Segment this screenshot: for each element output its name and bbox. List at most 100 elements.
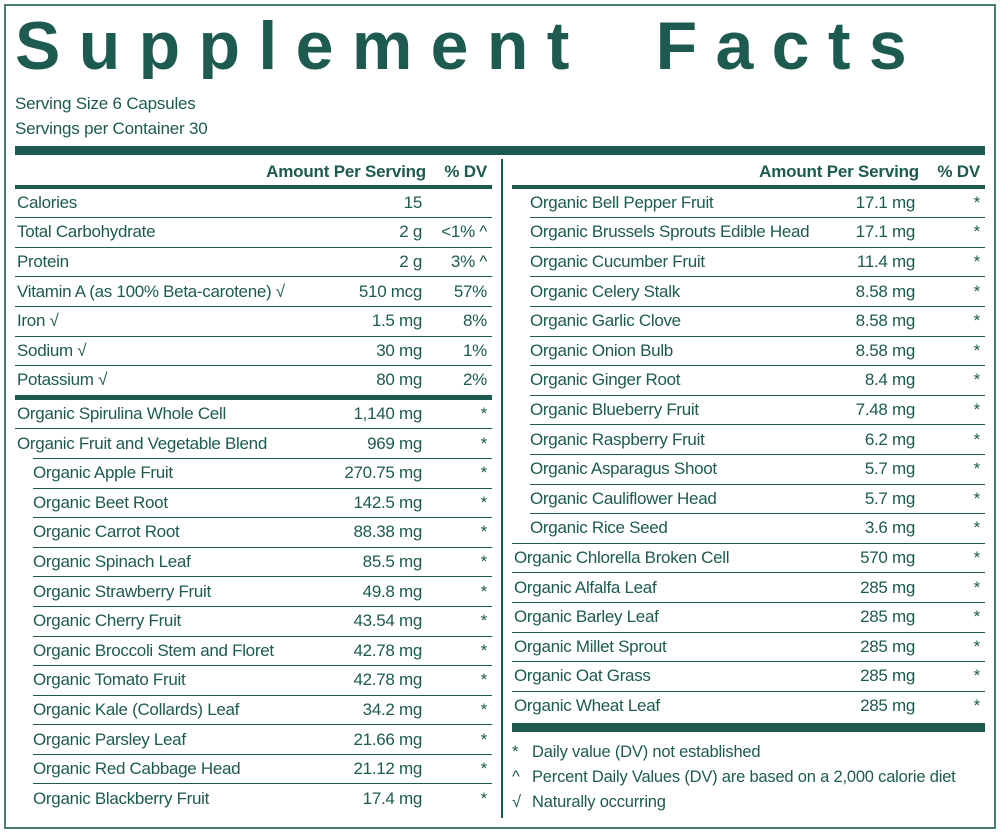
table-row: Organic Cucumber Fruit 11.4 mg *: [512, 248, 985, 277]
amount-value: 15: [403, 192, 423, 212]
separator: [512, 661, 985, 663]
separator: [33, 635, 492, 637]
amount-per-serving-header: Amount Per Serving: [266, 161, 426, 181]
amount-value: 34.2 mg: [362, 699, 423, 719]
table-row: Organic Carrot Root 88.38 mg *: [15, 518, 492, 547]
ingredient-name: Organic Alfalfa Leaf: [514, 577, 657, 597]
bottom-divider-bar: [512, 723, 985, 733]
table-row: Organic Rice Seed 3.6 mg *: [512, 514, 985, 543]
table-row: Organic Barley Leaf 285 mg *: [512, 603, 985, 632]
ingredient-name: Organic Oat Grass: [514, 666, 651, 686]
ingredient-name: Organic Broccoli Stem and Floret: [33, 640, 274, 660]
ingredient-name: Organic Celery Stalk: [530, 281, 680, 301]
amount-value: 6.2 mg: [864, 429, 915, 449]
page-title: Supplement Facts: [15, 14, 926, 79]
amount-per-serving-header: Amount Per Serving: [759, 161, 919, 181]
table-row: Organic Tomato Fruit 42.78 mg *: [15, 666, 492, 695]
dv-value: *: [973, 192, 981, 212]
table-row: Organic Onion Bulb 8.58 mg *: [512, 337, 985, 366]
amount-value: 8.58 mg: [855, 311, 916, 331]
amount-value: 5.7 mg: [864, 459, 915, 479]
separator: [530, 305, 985, 307]
footnote: √ Naturally occurring: [512, 790, 985, 815]
top-divider-bar: [15, 145, 985, 155]
separator: [530, 335, 985, 337]
separator: [530, 394, 985, 396]
ingredient-name: Organic Brussels Sprouts Edible Head: [530, 222, 810, 242]
amount-value: 88.38 mg: [353, 522, 423, 542]
table-row: Organic Bell Pepper Fruit 17.1 mg *: [512, 189, 985, 218]
separator: [15, 246, 492, 248]
dv-value: *: [973, 311, 981, 331]
separator: [15, 335, 492, 337]
footnote-symbol: ^: [512, 768, 520, 787]
header-underline: [512, 184, 985, 189]
right-column: Amount Per Serving % DV Organic Bell Pep…: [512, 155, 985, 824]
ingredient-name: Organic Tomato Fruit: [33, 670, 186, 690]
amount-value: 21.12 mg: [353, 759, 423, 779]
amount-value: 11.4 mg: [856, 252, 915, 272]
table-row: Organic Strawberry Fruit 49.8 mg *: [15, 577, 492, 606]
ingredient-name: Organic Bell Pepper Fruit: [530, 192, 714, 212]
footnote-text: Naturally occurring: [532, 793, 666, 812]
ingredient-name: Organic Cauliflower Head: [530, 488, 717, 508]
table-row: Iron √ 1.5 mg 8%: [15, 307, 492, 336]
amount-value: 8.58 mg: [855, 340, 916, 360]
ingredient-name: Organic Barley Leaf: [514, 607, 659, 627]
ingredient-name: Organic Raspberry Fruit: [530, 429, 705, 449]
separator: [33, 694, 492, 696]
ingredient-name: Organic Red Cabbage Head: [33, 759, 241, 779]
table-row: Organic Parsley Leaf 21.66 mg *: [15, 725, 492, 754]
table-row: Organic Red Cabbage Head 21.12 mg *: [15, 755, 492, 784]
table-row: Organic Alfalfa Leaf 285 mg *: [512, 573, 985, 602]
separator: [15, 276, 492, 278]
dv-value: *: [973, 281, 981, 301]
serving-size: Serving Size 6 Capsules: [15, 93, 196, 113]
table-row: Organic Millet Sprout 285 mg *: [512, 633, 985, 662]
table-row: Organic Cauliflower Head 5.7 mg *: [512, 485, 985, 514]
servings-per-container: Servings per Container 30: [15, 118, 208, 138]
amount-value: 17.1 mg: [855, 222, 916, 242]
ingredient-name: Organic Spinach Leaf: [33, 552, 191, 572]
percent-dv-header: % DV: [937, 161, 980, 181]
left-column: Amount Per Serving % DV Calories 15 Total …: [15, 155, 492, 824]
dv-value: 8%: [463, 311, 487, 331]
separator: [530, 217, 985, 219]
ingredient-name: Organic Wheat Leaf: [514, 695, 660, 715]
amount-value: 285 mg: [860, 666, 915, 686]
amount-value: 2 g: [399, 252, 422, 272]
separator: [33, 783, 492, 785]
separator: [512, 601, 985, 603]
separator: [512, 542, 985, 544]
amount-value: 510 mcg: [358, 281, 422, 301]
ingredient-name: Organic Onion Bulb: [530, 340, 673, 360]
amount-value: 285 mg: [860, 636, 915, 656]
ingredient-name: Iron √: [17, 311, 59, 331]
amount-value: 17.4 mg: [362, 788, 423, 808]
dv-value: *: [480, 759, 488, 779]
percent-dv-header: % DV: [444, 161, 487, 181]
dv-value: *: [480, 552, 488, 572]
separator: [33, 546, 492, 548]
footnote: * Daily value (DV) not established: [512, 740, 985, 765]
footnote: ^ Percent Daily Values (DV) are based on …: [512, 765, 985, 790]
ingredient-name: Organic Beet Root: [33, 492, 168, 512]
dv-value: *: [480, 463, 488, 483]
ingredient-name: Organic Blackberry Fruit: [33, 788, 210, 808]
dv-value: *: [973, 607, 981, 627]
table-row: Organic Wheat Leaf 285 mg *: [512, 692, 985, 721]
dv-value: 3% ^: [450, 252, 487, 272]
dv-value: *: [480, 699, 488, 719]
ingredient-name: Organic Rice Seed: [530, 518, 668, 538]
dv-value: *: [973, 252, 981, 272]
amount-value: 49.8 mg: [362, 581, 423, 601]
amount-value: 43.54 mg: [353, 611, 423, 631]
amount-value: 8.58 mg: [855, 281, 916, 301]
table-row: Organic Blueberry Fruit 7.48 mg *: [512, 396, 985, 425]
dv-value: <1% ^: [441, 222, 487, 242]
amount-value: 2 g: [399, 222, 422, 242]
dv-value: 1%: [463, 340, 487, 360]
table-row: Vitamin A (as 100% Beta-carotene) √ 510 m…: [15, 277, 492, 306]
footnote-text: Daily value (DV) not established: [532, 743, 761, 762]
dv-value: *: [973, 370, 981, 390]
